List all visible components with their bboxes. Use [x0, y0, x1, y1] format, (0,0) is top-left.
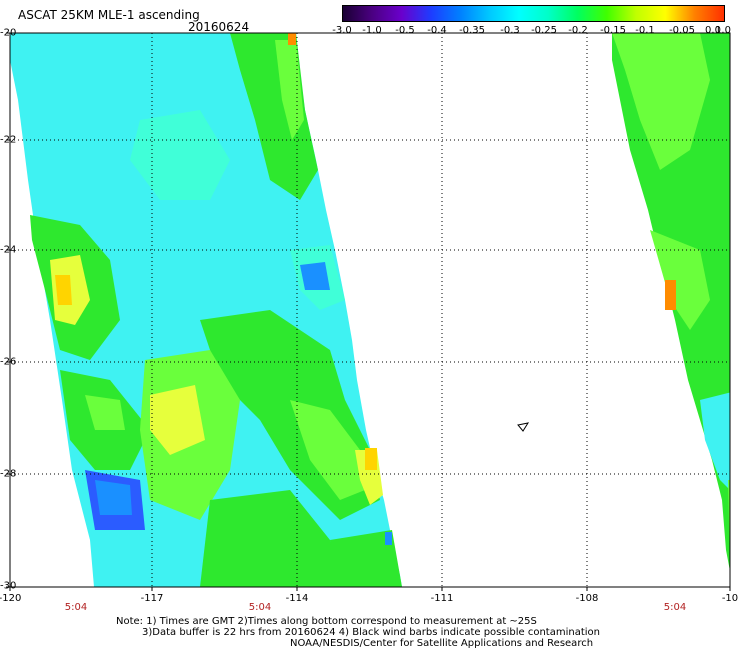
lat-label: -26: [0, 356, 17, 368]
note-line-1: Note: 1) Times are GMT 2)Times along bot…: [116, 616, 537, 627]
colorbar-tick-label: 0.0: [705, 25, 721, 36]
swath-layer: [10, 33, 740, 587]
colorbar-fill: [343, 6, 724, 21]
wind-patch: [330, 530, 402, 587]
wind-patch: [300, 262, 330, 290]
lat-label: -24: [0, 244, 17, 256]
colorbar-tick-label: -0.25: [531, 25, 557, 36]
wind-patch: [55, 275, 72, 305]
map-frame: [9, 32, 731, 588]
wind-patch: [650, 230, 710, 330]
wind-patch: [290, 400, 365, 500]
colorbar-tick-label: -0.05: [669, 25, 695, 36]
colorbar-tick-label: -0.5: [395, 25, 415, 36]
wind-patch: [365, 448, 377, 470]
wind-patch: [85, 395, 125, 430]
colorbar-tick-label: -1.0: [362, 25, 382, 36]
wind-patch: [665, 280, 676, 310]
map-date: 20160624: [188, 20, 250, 34]
lon-label: -117: [140, 593, 164, 604]
colorbar-gradient: [343, 6, 724, 21]
note-line-3: NOAA/NESDIS/Center for Satellite Applica…: [290, 638, 594, 649]
lat-label: -30: [0, 580, 17, 592]
wind-patch: [95, 480, 132, 515]
lon-label: -111: [430, 593, 454, 604]
colorbar-tick-label: -3.0: [332, 25, 352, 36]
colorbar: [342, 5, 725, 22]
lon-label: -114: [285, 593, 309, 604]
wind-patch: [200, 490, 340, 587]
time-label: 5:04: [64, 602, 88, 613]
colorbar-tick-label: -0.3: [500, 25, 520, 36]
note-line-2: 3)Data buffer is 22 hrs from 20160624 4)…: [142, 627, 600, 638]
lon-label: -108: [575, 593, 599, 604]
colorbar-tick-label: -0.35: [459, 25, 485, 36]
colorbar-tick-label: -0.1: [635, 25, 655, 36]
wind-patch: [150, 385, 205, 455]
lat-label: -28: [0, 468, 17, 480]
time-label: 5:04: [248, 602, 272, 613]
colorbar-tick-label: -0.15: [600, 25, 626, 36]
colorbar-tick-label: 1.0: [715, 25, 731, 36]
time-label: 5:04: [663, 602, 687, 613]
wind-patch: [385, 532, 392, 545]
graticule: [10, 33, 730, 587]
colorbar-tick-label: -0.2: [568, 25, 588, 36]
lat-label: -20: [0, 27, 17, 39]
wind-patch: [730, 540, 740, 565]
colorbar-tick-label: -0.4: [427, 25, 447, 36]
wind-patch: [288, 33, 296, 45]
island-outline: [517, 422, 530, 432]
wind-patch: [700, 392, 730, 490]
wind-patch: [612, 33, 710, 170]
wind-patch: [130, 110, 230, 200]
lon-label: -120: [0, 593, 22, 604]
map-title: ASCAT 25KM MLE-1 ascending: [18, 8, 200, 22]
lat-label: -22: [0, 134, 17, 146]
lon-label: -10: [721, 593, 739, 604]
